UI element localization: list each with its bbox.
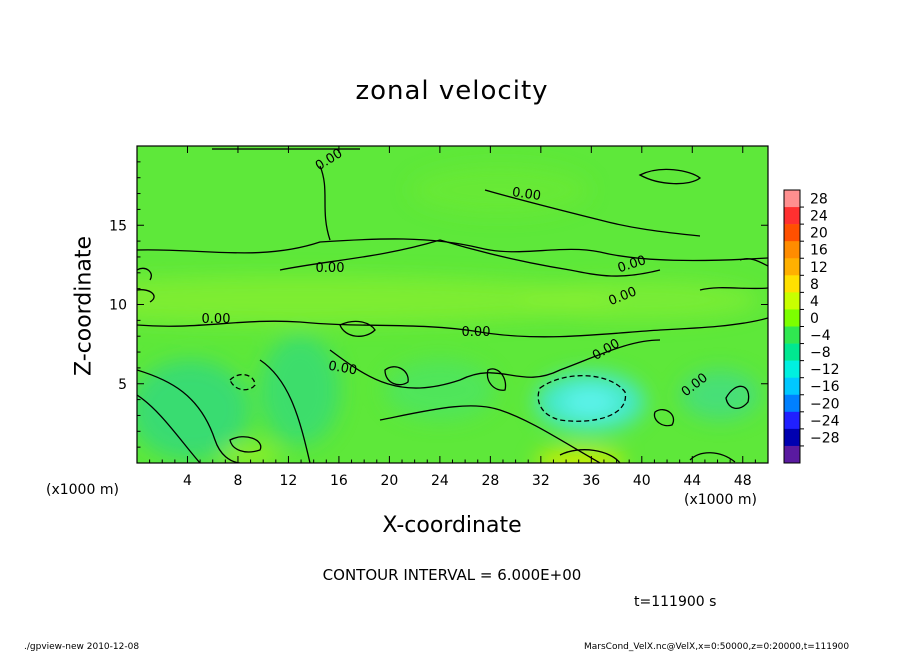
x-unit-label-right: (x1000 m) [684, 492, 757, 508]
colorbar-label-7: 0 [810, 311, 819, 327]
y-axis-ticks: 5 10 15 [109, 161, 768, 448]
colorbar-band-15 [784, 445, 800, 464]
colorbar-band-6 [784, 292, 800, 310]
colorbar-label-5: 8 [810, 277, 819, 293]
x-tick-label-1: 8 [233, 473, 242, 489]
colorbar-label-8: −4 [810, 328, 831, 344]
x-tick-label-3: 16 [330, 473, 348, 489]
x-tick-label-10: 44 [683, 473, 701, 489]
colorbar-band-12 [784, 394, 800, 413]
contour-label-2: 0.00 [316, 261, 345, 276]
x-tick-label-6: 28 [481, 473, 499, 489]
colorbar-band-7 [784, 309, 800, 327]
colorbar-band-11 [784, 377, 800, 396]
footer-program-date: ./gpview-new 2010-12-08 [24, 642, 140, 652]
x-tick-label-0: 4 [183, 473, 192, 489]
time-label: t=111900 s [634, 594, 717, 610]
colorbar-label-9: −8 [810, 345, 831, 361]
colorbar-label-2: 20 [810, 226, 828, 242]
y-tick-label-2: 15 [109, 218, 127, 234]
colorbar-label-11: −16 [810, 379, 840, 395]
x-tick-label-2: 12 [280, 473, 298, 489]
colorbar-band-4 [784, 258, 800, 276]
colorbar-band-0 [784, 190, 800, 208]
contour-label-3: 0.00 [202, 312, 231, 327]
x-tick-label-11: 48 [734, 473, 752, 489]
x-axis-ticks: 4 8 12 16 20 24 28 32 36 40 44 48 [149, 146, 756, 489]
colorbar-label-10: −12 [810, 362, 840, 378]
colorbar-band-3 [784, 241, 800, 259]
colorbar-label-12: −20 [810, 396, 840, 412]
colorbar-band-2 [784, 224, 800, 242]
colorbar-band-14 [784, 428, 800, 447]
x-tick-label-8: 36 [582, 473, 600, 489]
colorbar-label-14: −28 [810, 430, 840, 446]
colorbar-label-4: 12 [810, 260, 828, 276]
colorbar-band-13 [784, 411, 800, 430]
x-unit-label-left: (x1000 m) [46, 482, 119, 498]
colorbar-label-0: 28 [810, 192, 828, 208]
colorbar-band-10 [784, 360, 800, 378]
chart-title: zonal velocity [355, 76, 549, 106]
x-tick-label-4: 20 [380, 473, 398, 489]
contour-label-1: 0.00 [511, 185, 542, 204]
y-tick-label-1: 10 [109, 298, 127, 314]
colorbar-band-8 [784, 326, 800, 344]
x-tick-label-7: 32 [532, 473, 550, 489]
colorbar-band-9 [784, 343, 800, 361]
x-axis-label: X-coordinate [382, 513, 522, 538]
velocity-field [137, 146, 768, 463]
colorbar-label-13: −24 [810, 413, 840, 429]
contour-label-4: 0.00 [462, 325, 491, 340]
y-tick-label-0: 5 [118, 377, 127, 393]
contour-interval-note: CONTOUR INTERVAL = 6.000E+00 [322, 566, 582, 584]
colorbar-band-1 [784, 207, 800, 225]
footer-data-source: MarsCond_VelX.nc@VelX,x=0:50000,z=0:2000… [584, 642, 850, 652]
x-tick-label-9: 40 [633, 473, 651, 489]
colorbar-band-5 [784, 275, 800, 293]
colorbar-label-1: 24 [810, 209, 828, 225]
colorbar-label-3: 16 [810, 243, 828, 259]
colorbar-label-6: 4 [810, 294, 819, 310]
contour-label-5: 0.00 [327, 359, 358, 379]
x-tick-label-5: 24 [431, 473, 449, 489]
